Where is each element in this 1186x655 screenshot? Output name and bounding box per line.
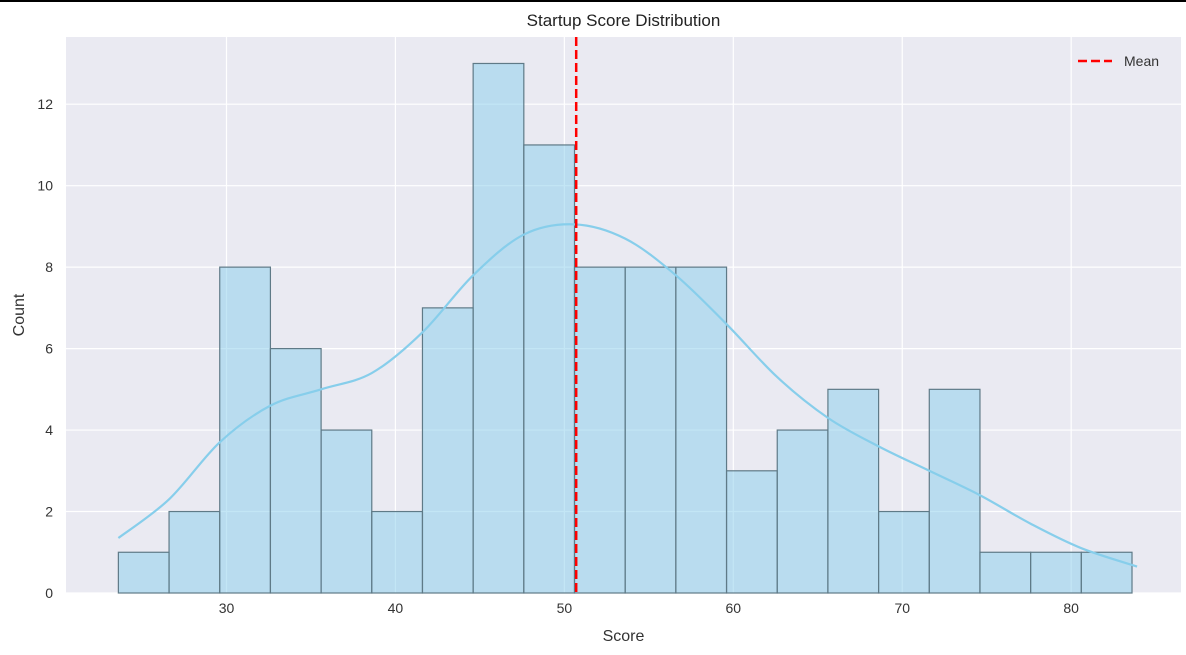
x-tick-label: 50	[557, 600, 573, 616]
legend-mean-label: Mean	[1124, 53, 1159, 69]
histogram-bar	[523, 144, 576, 594]
histogram-bar	[219, 266, 272, 594]
legend: Mean	[1078, 53, 1159, 69]
x-tick-label: 70	[894, 600, 910, 616]
histogram-bar	[1080, 551, 1133, 594]
histogram-bar	[168, 510, 221, 594]
y-tick-label: 6	[45, 341, 53, 357]
histogram-bar	[725, 470, 778, 594]
histogram-bar	[979, 551, 1032, 594]
histogram-bar	[776, 429, 829, 594]
kde-curve	[117, 223, 1138, 568]
histogram-bar	[1030, 551, 1082, 594]
histogram-bar	[269, 348, 322, 594]
x-tick-label: 40	[388, 600, 404, 616]
histogram-bar	[877, 510, 930, 594]
y-tick-label: 12	[37, 96, 53, 112]
y-tick-label: 4	[45, 422, 53, 438]
y-axis-label: Count	[11, 293, 28, 336]
histogram-bar	[421, 307, 474, 594]
x-tick-label: 60	[726, 600, 742, 616]
histogram-bar	[573, 266, 626, 594]
y-tick-label: 10	[37, 178, 53, 194]
histogram-bar	[320, 429, 373, 594]
x-tick-label: 80	[1063, 600, 1079, 616]
histogram-bar	[371, 510, 424, 594]
y-tick-labels: 0 2 4 6 8 10 12	[37, 96, 53, 601]
histogram-bar	[117, 551, 170, 594]
chart-title: Startup Score Distribution	[527, 11, 721, 30]
histogram-bar	[624, 266, 677, 594]
x-axis-label: Score	[603, 628, 645, 645]
histogram-bar	[675, 266, 728, 594]
x-tick-label: 30	[219, 600, 235, 616]
top-border	[0, 0, 1186, 2]
x-tick-labels: 30 40 50 60 70 80	[219, 600, 1079, 616]
y-tick-label: 2	[45, 504, 53, 520]
y-tick-label: 8	[45, 259, 53, 275]
y-tick-label: 0	[45, 585, 53, 601]
histogram-bars	[117, 62, 1133, 594]
histogram-bar	[827, 388, 880, 594]
histogram-bar	[472, 62, 525, 594]
